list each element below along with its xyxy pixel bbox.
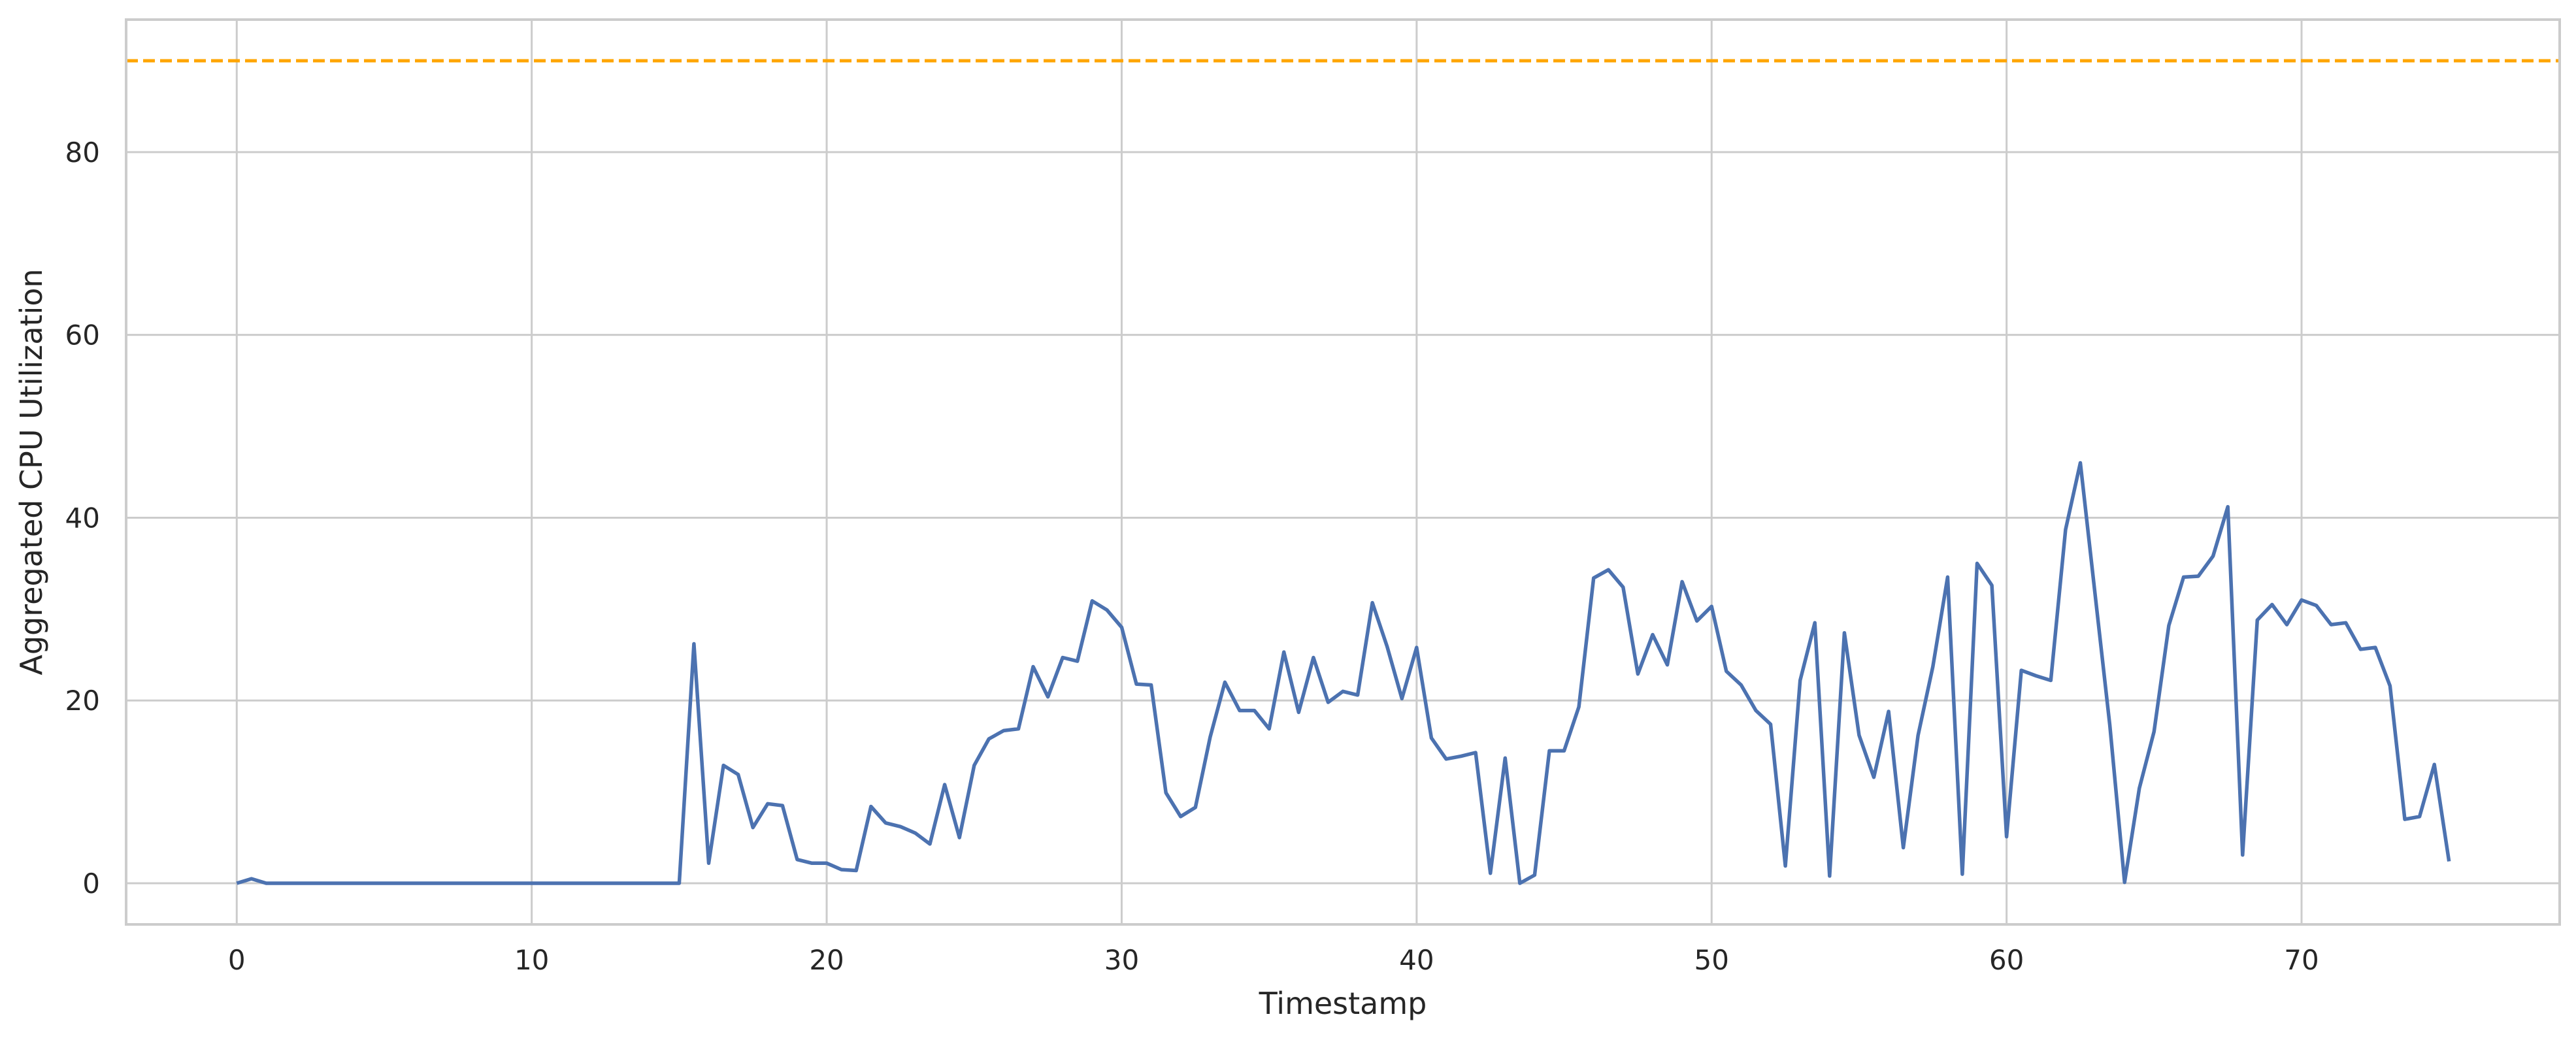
- x-axis-ticks: 0 10 20 30 40 50 60 70: [228, 944, 2319, 976]
- series-layer: [236, 461, 2451, 885]
- y-axis-ticks: 0 20 40 60 80: [65, 137, 100, 900]
- x-tick-label: 20: [809, 944, 844, 976]
- y-tick-label: 20: [65, 685, 100, 717]
- cpu-series-line: [236, 461, 2451, 885]
- y-tick-label: 80: [65, 137, 100, 169]
- y-tick-label: 40: [65, 502, 100, 534]
- y-tick-label: 0: [82, 868, 100, 900]
- x-tick-label: 60: [1989, 944, 2024, 976]
- plot-frame: [125, 18, 2561, 926]
- x-axis-label: Timestamp: [1259, 986, 1427, 1021]
- x-tick-label: 10: [514, 944, 549, 976]
- x-tick-label: 40: [1399, 944, 1434, 976]
- x-tick-label: 70: [2284, 944, 2319, 976]
- x-tick-label: 0: [228, 944, 246, 976]
- y-tick-label: 60: [65, 319, 100, 351]
- grid-lines: [126, 20, 2560, 924]
- y-axis-label: Aggregated CPU Utilization: [14, 269, 49, 675]
- x-tick-label: 30: [1104, 944, 1139, 976]
- x-tick-label: 50: [1694, 944, 1729, 976]
